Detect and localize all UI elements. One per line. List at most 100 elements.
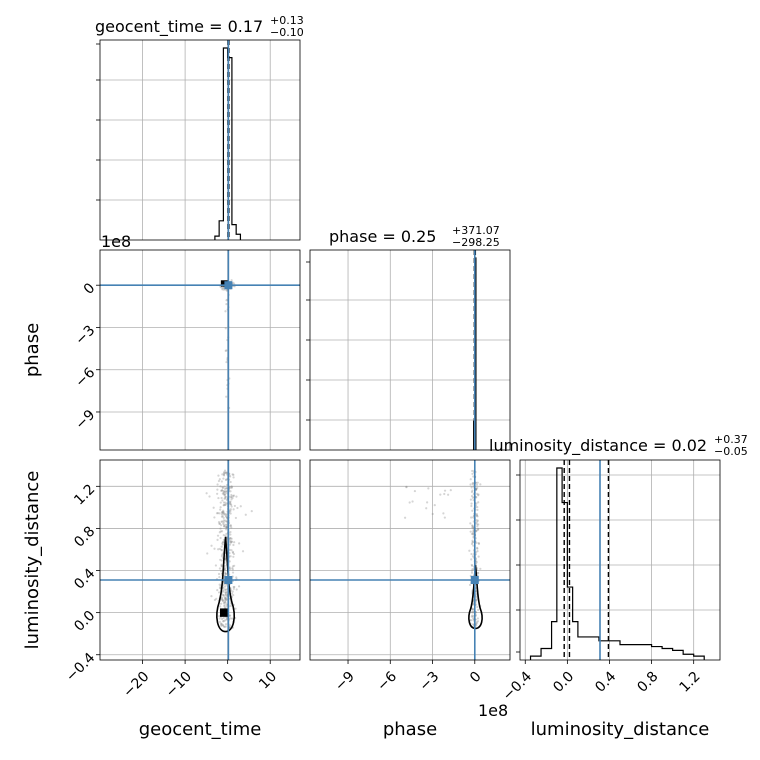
p20-sample-point-299 xyxy=(225,523,228,526)
panel-geocent-time-histogram xyxy=(96,39,301,241)
p10-sample-point-14 xyxy=(230,279,233,282)
p20-sample-point-311 xyxy=(223,493,226,497)
p20-sample-point-291 xyxy=(220,520,223,523)
p20-sample-point-332 xyxy=(223,493,226,496)
p20-sample-point-421 xyxy=(223,571,227,574)
p20-sample-point-46 xyxy=(223,619,227,622)
p20-sample-point-159 xyxy=(225,532,228,535)
p21-sample-point-50 xyxy=(469,478,472,481)
p21-sample-point-271 xyxy=(426,501,429,504)
p21-sample-point-115 xyxy=(476,505,479,509)
title-geocent-time-minus: −0.10 xyxy=(270,26,304,39)
p20-frame xyxy=(99,459,301,661)
p21-sample-point-157 xyxy=(471,482,474,485)
p20-sample-point-183 xyxy=(212,506,215,509)
p20-sample-point-314 xyxy=(222,616,225,620)
p20-sample-point-409 xyxy=(220,524,223,527)
p20-sample-point-426 xyxy=(218,583,221,586)
p21-sample-point-30 xyxy=(475,487,478,490)
p20-sample-point-417 xyxy=(219,530,222,533)
p20-sample-point-56 xyxy=(233,585,236,589)
p20-sample-point-322 xyxy=(228,543,232,546)
p20-sample-point-38 xyxy=(222,490,225,493)
p21-sample-point-123 xyxy=(471,555,475,558)
p20-sample-point-223 xyxy=(222,473,226,476)
p20-sample-point-128 xyxy=(223,469,227,472)
p20-sample-point-295 xyxy=(221,599,225,602)
p21-sample-point-49 xyxy=(475,529,478,533)
p00-frame xyxy=(99,39,301,241)
p22-frame xyxy=(519,459,721,661)
p20-sample-point-365 xyxy=(225,590,228,594)
p20-sample-point-203 xyxy=(223,497,226,500)
p20-sample-point-61 xyxy=(229,524,232,528)
p10-sample-point-10 xyxy=(221,288,224,291)
p21-sample-point-269 xyxy=(408,501,411,504)
p21-sample-point-128 xyxy=(472,617,475,620)
p21-sample-point-141 xyxy=(471,489,474,492)
p20-sample-point-474 xyxy=(244,513,247,516)
p20-sample-point-140 xyxy=(229,540,232,543)
p20-sample-point-235 xyxy=(222,593,225,597)
p20-sample-point-252 xyxy=(230,537,233,540)
p20-sample-point-245 xyxy=(231,571,235,574)
p20-sample-point-19 xyxy=(225,583,228,586)
p10-sample-point-44 xyxy=(222,288,225,291)
p22-ticklabel-x-4: 1.2 xyxy=(677,669,704,696)
p20-sample-point-420 xyxy=(241,550,245,553)
p20-sample-point-34 xyxy=(221,512,224,515)
p21-sample-point-31 xyxy=(470,504,473,508)
p20-sample-point-334 xyxy=(229,475,232,478)
phase-offset-label-y: 1e8 xyxy=(101,232,131,251)
p20-sample-point-374 xyxy=(224,572,227,575)
p21-sample-point-2 xyxy=(471,608,475,611)
p21-sample-point-263 xyxy=(443,492,446,496)
p20-sample-point-259 xyxy=(222,589,225,592)
p20-sample-point-175 xyxy=(222,471,226,474)
p20-sample-point-464 xyxy=(231,565,235,568)
p20-sample-point-141 xyxy=(221,515,224,518)
p20-sample-point-344 xyxy=(224,593,227,597)
p21-sample-point-177 xyxy=(477,555,480,558)
p20-sample-point-83 xyxy=(218,478,221,481)
p20-sample-point-373 xyxy=(233,504,236,508)
p20-sample-point-162 xyxy=(223,490,226,494)
p21-sample-point-265 xyxy=(433,504,436,507)
p20-sample-point-16 xyxy=(224,572,228,575)
p10-sample-point-83 xyxy=(225,349,228,352)
p21-sample-point-279 xyxy=(443,489,447,492)
p20-sample-point-7 xyxy=(231,568,234,571)
p20-sample-point-182 xyxy=(221,520,224,523)
p20-sample-point-371 xyxy=(221,486,224,489)
p21-sample-point-6 xyxy=(477,493,480,496)
p20-sample-point-210 xyxy=(223,485,226,488)
p21-sample-point-100 xyxy=(476,525,479,528)
p20-sample-point-45 xyxy=(231,590,234,593)
p20-sample-point-169 xyxy=(222,477,225,480)
p21-sample-point-20 xyxy=(470,502,473,505)
p20-sample-point-33 xyxy=(219,527,222,530)
p10-ticklabel-y-0: 0 xyxy=(81,280,99,298)
p21-frame xyxy=(309,459,511,661)
p20-sample-point-244 xyxy=(219,602,223,605)
p21-sample-point-251 xyxy=(471,614,474,617)
p20-sample-point-250 xyxy=(229,496,233,499)
p20-sample-point-173 xyxy=(224,503,227,506)
p20-sample-point-454 xyxy=(231,496,234,500)
p20-sample-point-24 xyxy=(230,503,233,507)
p10-ticklabel-y-3: −9 xyxy=(72,407,98,433)
p20-sample-point-313 xyxy=(220,624,223,627)
p20-sample-point-251 xyxy=(228,560,231,563)
p21-sample-point-127 xyxy=(472,544,475,547)
p21-sample-point-120 xyxy=(475,595,478,599)
p21-sample-point-45 xyxy=(471,623,475,626)
p21-sample-point-193 xyxy=(477,571,480,575)
p21-sample-point-10 xyxy=(477,542,481,545)
p10-sample-point-102 xyxy=(225,360,228,364)
p20-sample-point-442 xyxy=(224,588,228,592)
p21-sample-point-86 xyxy=(475,560,478,563)
p21-sample-point-66 xyxy=(476,523,479,526)
p11-frame xyxy=(309,249,511,451)
p10-sample-point-103 xyxy=(225,395,228,398)
